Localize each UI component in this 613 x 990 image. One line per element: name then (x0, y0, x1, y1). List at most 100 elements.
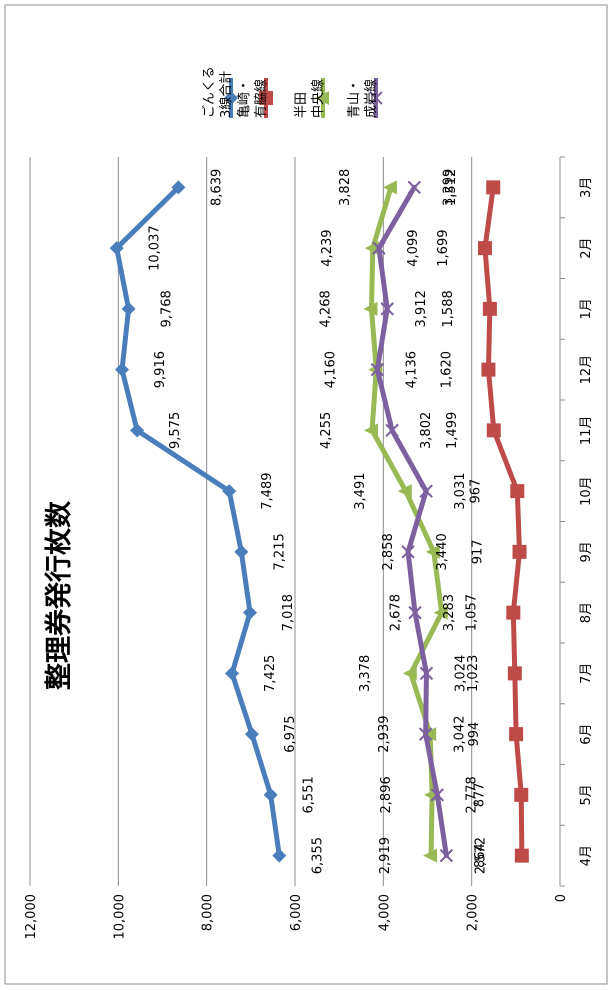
data-label: 2,678 (389, 594, 404, 631)
diamond-marker (109, 241, 124, 256)
value-tick-label: 4,000 (377, 894, 392, 931)
data-label: 3,024 (453, 655, 468, 692)
diamond-marker (121, 301, 136, 316)
square-marker (512, 544, 527, 559)
x-marker-stroke (430, 788, 445, 802)
data-label: 9,575 (168, 412, 183, 449)
series-line (368, 184, 445, 859)
data-label: 3,299 (441, 169, 456, 206)
chart-border (4, 4, 608, 985)
diamond-marker (263, 787, 278, 802)
legend-label: 有脇線 (253, 79, 269, 118)
data-label: 4,239 (320, 230, 335, 267)
x-marker-stroke (439, 848, 454, 863)
data-label: 3,283 (442, 594, 457, 631)
series-layer (109, 180, 529, 863)
diamond-marker (234, 544, 249, 559)
value-tick-label: 6,000 (289, 894, 304, 931)
category-tick-label: 11月 (579, 416, 594, 446)
data-label: 4,160 (323, 351, 338, 388)
diamond-marker (272, 848, 287, 863)
data-label: 10,037 (148, 225, 163, 271)
data-label: 1,699 (436, 230, 451, 267)
triangle-marker (422, 727, 437, 742)
data-label: 1,512 (444, 169, 459, 206)
legend-label: 青山・ (347, 79, 362, 118)
triangle-marker (364, 423, 379, 438)
data-label: 3,440 (435, 533, 450, 570)
data-label: 4,268 (318, 290, 333, 327)
legend-label: 中央線 (310, 79, 326, 118)
square-marker (481, 362, 496, 377)
data-label: 9,916 (153, 351, 168, 388)
triangle-marker (425, 544, 440, 559)
data-label: 917 (470, 539, 485, 564)
square-marker (259, 91, 273, 105)
data-label: 4,136 (404, 351, 419, 388)
x-marker-stroke (407, 180, 422, 195)
square-marker (477, 241, 492, 256)
data-label: 6,975 (283, 716, 298, 753)
data-label: 2,939 (377, 716, 392, 753)
diamond-marker (171, 180, 186, 195)
diamond-marker (224, 91, 238, 105)
data-label: 6,355 (310, 837, 325, 874)
category-tick-label: 2月 (579, 237, 594, 258)
square-marker (514, 787, 529, 802)
x-marker-stroke (419, 484, 433, 498)
data-label: 2,858 (381, 533, 396, 570)
square-marker (486, 180, 501, 195)
triangle-marker (402, 666, 417, 681)
legend-label: 半田 (294, 92, 309, 118)
x-marker-stroke (419, 666, 434, 681)
category-tick-label: 1月 (579, 298, 594, 319)
legend-label: ごんくる (201, 66, 217, 118)
category-tick-label: 7月 (579, 663, 594, 684)
category-tick-label: 5月 (579, 784, 594, 805)
data-label: 7,018 (281, 594, 296, 631)
data-label: 1,620 (439, 351, 454, 388)
x-marker-stroke (369, 91, 383, 105)
data-label: 2,778 (464, 776, 479, 813)
square-marker (509, 727, 524, 742)
triangle-marker (397, 484, 412, 499)
data-label: 4,255 (319, 412, 334, 449)
legend-label: 3線合計 (218, 71, 234, 118)
legend-layer: ごんくる 3線合計 亀崎・ 有脇線 半田 中央線 青山・ 成岩線 (201, 66, 383, 118)
x-marker-stroke (372, 241, 386, 255)
diamond-marker (244, 727, 259, 742)
diamond-marker (130, 423, 145, 438)
square-marker (514, 848, 529, 863)
data-label: 7,215 (272, 533, 287, 570)
data-label: 2,572 (473, 837, 488, 874)
data-label: 3,378 (358, 655, 373, 692)
data-label: 8,639 (209, 169, 224, 206)
x-marker-stroke (408, 605, 422, 620)
data-label: 1,499 (445, 412, 460, 449)
square-marker (507, 666, 522, 681)
label-layer: 6,355 6,551 6,975 7,425 7,018 7,215 7,489 9,575… (148, 169, 489, 874)
value-tick-label: 10,000 (112, 894, 127, 940)
data-label: 864 (473, 843, 488, 868)
x-marker-stroke (380, 302, 394, 316)
category-tick-label: 10月 (579, 476, 594, 506)
category-tick-label: 6月 (579, 723, 594, 744)
series-line (482, 184, 525, 859)
chart-title: 整理券発行枚数 (43, 500, 75, 690)
data-label: 4,099 (406, 230, 421, 267)
value-tick-label: 12,000 (24, 894, 39, 940)
diamond-marker (243, 605, 258, 620)
triangle-marker (423, 848, 438, 863)
data-label: 2,919 (378, 837, 393, 874)
data-label: 7,425 (263, 655, 278, 692)
x-marker-stroke (385, 423, 399, 438)
square-marker (506, 605, 521, 620)
data-label: 7,489 (260, 473, 275, 510)
triangle-marker (382, 180, 397, 195)
value-tick-label: 2,000 (466, 894, 481, 931)
legend-label: 成岩線 (363, 79, 379, 118)
square-marker (486, 423, 501, 438)
triangle-marker (315, 91, 329, 105)
square-marker (482, 301, 497, 316)
